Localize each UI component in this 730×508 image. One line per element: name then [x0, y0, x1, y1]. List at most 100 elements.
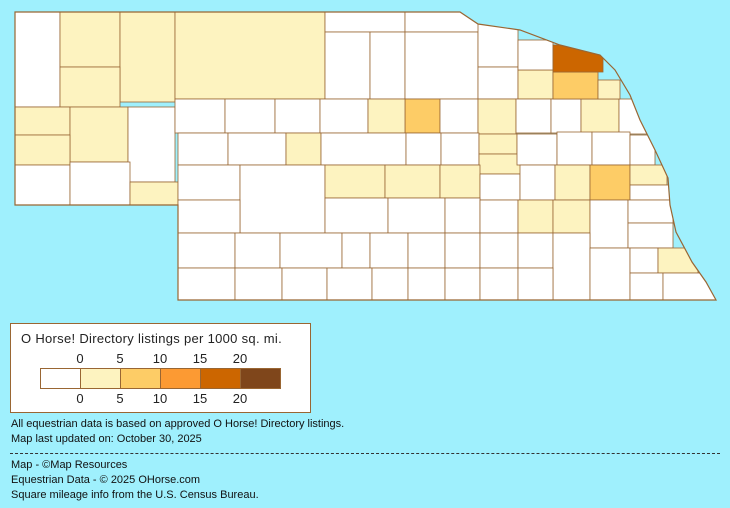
county[interactable]	[629, 272, 664, 300]
county[interactable]	[589, 164, 631, 201]
county[interactable]	[69, 106, 129, 163]
county[interactable]	[234, 267, 283, 300]
county[interactable]	[369, 31, 406, 100]
county[interactable]	[517, 232, 554, 269]
county[interactable]	[479, 173, 521, 201]
county[interactable]	[324, 164, 386, 199]
county[interactable]	[479, 232, 519, 269]
county[interactable]	[629, 184, 671, 201]
county[interactable]	[177, 164, 241, 201]
county[interactable]	[515, 98, 552, 134]
update-date: Map last updated on: October 30, 2025	[11, 433, 202, 445]
county[interactable]	[326, 267, 373, 300]
county[interactable]	[174, 98, 226, 134]
county[interactable]	[279, 232, 343, 269]
legend-swatch	[161, 369, 201, 388]
county[interactable]	[479, 199, 519, 234]
county[interactable]	[15, 106, 71, 136]
county[interactable]	[177, 232, 236, 269]
county[interactable]	[59, 12, 121, 68]
county[interactable]	[550, 98, 582, 134]
county[interactable]	[439, 98, 479, 134]
county[interactable]	[15, 12, 61, 108]
county[interactable]	[477, 23, 519, 68]
county[interactable]	[444, 232, 481, 269]
county[interactable]	[404, 31, 479, 100]
county[interactable]	[440, 132, 480, 166]
county[interactable]	[234, 232, 281, 269]
county[interactable]	[69, 161, 131, 206]
county[interactable]	[552, 71, 599, 100]
legend-tick-label: 20	[232, 391, 248, 406]
county[interactable]	[477, 98, 517, 135]
county[interactable]	[174, 12, 326, 100]
county[interactable]	[15, 164, 71, 206]
county[interactable]	[444, 197, 481, 234]
county[interactable]	[224, 98, 276, 134]
county[interactable]	[627, 199, 674, 224]
county[interactable]	[552, 199, 591, 234]
county[interactable]	[519, 164, 556, 201]
county[interactable]	[384, 164, 441, 199]
county[interactable]	[387, 197, 446, 234]
county[interactable]	[227, 132, 287, 166]
county[interactable]	[627, 222, 674, 249]
county[interactable]	[552, 232, 591, 300]
legend-tick-label: 10	[152, 391, 168, 406]
county[interactable]	[367, 98, 406, 134]
county[interactable]	[59, 66, 121, 108]
county[interactable]	[127, 106, 176, 183]
county[interactable]	[629, 164, 668, 186]
county[interactable]	[597, 79, 621, 100]
county[interactable]	[274, 98, 321, 134]
county[interactable]	[119, 12, 176, 103]
county[interactable]	[324, 12, 406, 33]
county[interactable]	[324, 31, 371, 100]
county[interactable]	[285, 132, 322, 166]
county[interactable]	[554, 164, 591, 201]
county[interactable]	[405, 132, 442, 166]
county[interactable]	[320, 132, 407, 166]
divider	[10, 453, 720, 454]
county[interactable]	[589, 199, 629, 249]
county[interactable]	[15, 134, 71, 166]
county[interactable]	[369, 232, 409, 269]
county[interactable]	[407, 232, 446, 269]
county[interactable]	[341, 232, 371, 269]
county[interactable]	[479, 267, 519, 300]
county[interactable]	[517, 267, 554, 300]
map-credit: Map - ©Map Resources	[11, 459, 128, 471]
county[interactable]	[177, 199, 241, 234]
county[interactable]	[444, 267, 481, 300]
legend-tick-label: 20	[232, 351, 248, 366]
legend-tick-label: 0	[76, 391, 84, 406]
county[interactable]	[629, 134, 656, 166]
county[interactable]	[177, 132, 229, 166]
county[interactable]	[404, 98, 441, 134]
county[interactable]	[556, 131, 593, 166]
county[interactable]	[517, 39, 554, 71]
county[interactable]	[517, 199, 554, 234]
county[interactable]	[177, 267, 236, 300]
county[interactable]	[517, 69, 554, 100]
county[interactable]	[404, 12, 481, 33]
county[interactable]	[319, 98, 369, 134]
county[interactable]	[324, 197, 389, 234]
county[interactable]	[629, 247, 659, 274]
county[interactable]	[580, 98, 620, 134]
county[interactable]	[239, 164, 326, 234]
county[interactable]	[662, 272, 718, 300]
county[interactable]	[516, 133, 558, 166]
county[interactable]	[281, 267, 328, 300]
county[interactable]	[478, 133, 518, 155]
county[interactable]	[591, 131, 631, 166]
legend-tick-label: 10	[152, 351, 168, 366]
county[interactable]	[477, 66, 519, 100]
county[interactable]	[657, 247, 699, 274]
legend-swatch	[201, 369, 241, 388]
county[interactable]	[407, 267, 446, 300]
county[interactable]	[439, 164, 481, 199]
county[interactable]	[371, 267, 409, 300]
county[interactable]	[129, 181, 179, 206]
county[interactable]	[589, 247, 631, 300]
